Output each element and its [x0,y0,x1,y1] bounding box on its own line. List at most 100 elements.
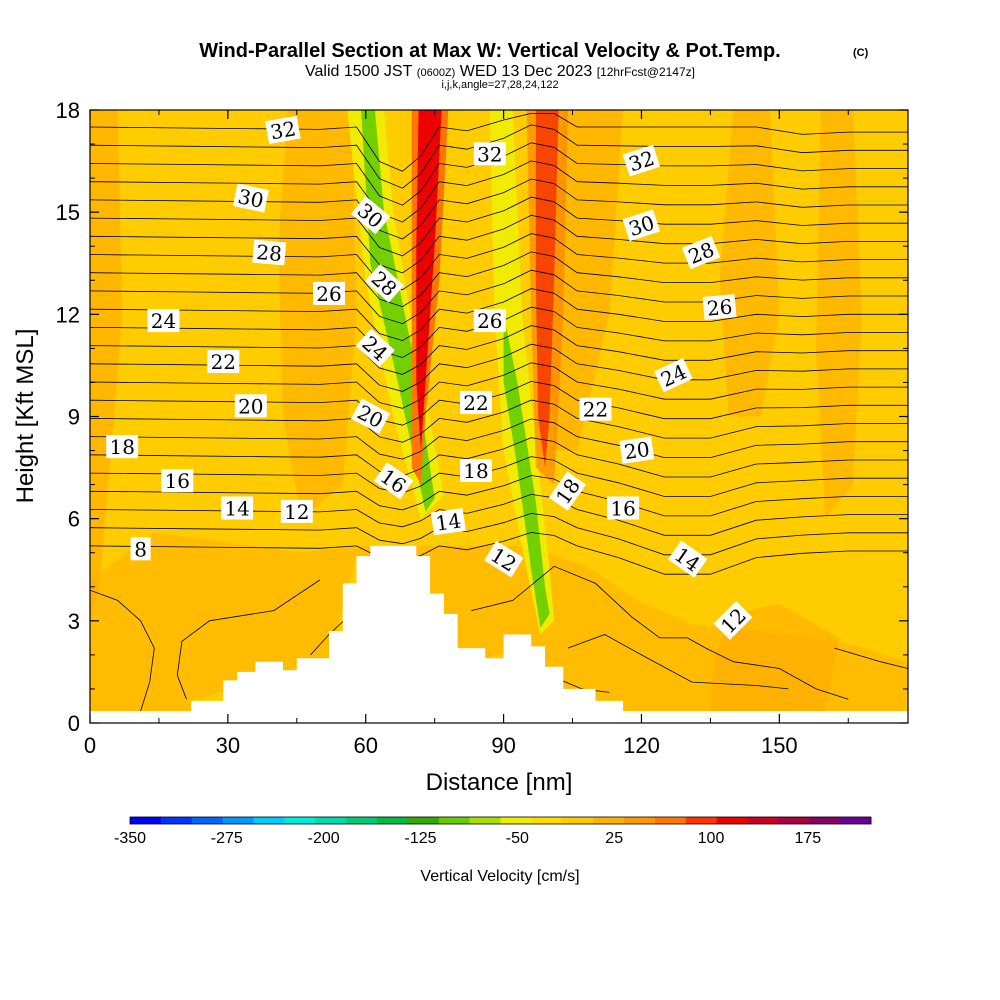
colorbar-tick-label: -50 [506,830,529,847]
colorbar-swatch [253,817,285,824]
contour-label: 32 [265,115,301,145]
colorbar-swatch [624,817,656,824]
theta-contour-line [90,399,908,443]
orange-column-left [90,110,123,621]
y-axis-label: Height [Kft MSL] [12,329,39,504]
colorbar: -350 -275 -200 -125 -50 25 100 175 [114,816,872,847]
contour-label-box [350,196,391,235]
colorbar-swatch [469,817,501,824]
contour-label: 26 [702,294,737,321]
colorbar-swatch [191,817,223,824]
contour-label: 20 [234,394,267,418]
colorbar-tick-label: 25 [605,830,623,847]
contour-label: 16 [607,496,640,521]
theta-contour-line [90,233,908,291]
contour-label-box [265,115,301,145]
x-tick-label: 120 [623,733,660,758]
green-downslope-band [503,314,550,628]
contour-label: 8 [130,537,151,561]
contour-label: 14 [221,496,254,521]
contour-label-box [484,540,524,578]
colorbar-swatch [284,817,316,824]
velocity-bands [90,110,908,712]
contour-label-box [221,496,254,520]
theta-contour-line [90,362,908,409]
colorbar-tick-label: -275 [211,830,243,847]
colorbar-swatch [562,817,594,824]
x-tick-label: 30 [216,733,240,758]
contour-label: 22 [579,397,612,422]
contour-label-box [313,281,345,305]
x-tick-label: 0 [84,733,96,758]
contour-label-box [654,357,693,393]
contour-label-text: 14 [434,508,463,535]
y-tick-label: 15 [56,200,80,225]
colorbar-swatch [593,817,625,824]
chart-subtitle-indices: i,j,k,angle=27,28,24,122 [441,79,558,91]
yellow-downslope-band [489,110,555,635]
theta-contour-line [90,325,908,375]
contour-label-text: 16 [610,497,635,521]
theta-contour-line [90,196,908,257]
contour-label-text: 22 [211,350,236,374]
contour-label-box [351,398,391,434]
orange-column-right3 [816,110,862,519]
contour-label-text: 8 [134,537,147,561]
contour-label-text: 26 [477,309,502,333]
contour-label-text: 16 [165,469,190,493]
colorbar-label: Vertical Velocity [cm/s] [420,868,579,885]
theta-contour-line [90,437,908,478]
contour-label: 26 [313,281,345,306]
theta-contour-line [90,512,908,556]
contour-label-box [619,436,655,464]
x-tick-label: 150 [761,733,798,758]
contour-label-text: 24 [151,309,176,333]
colorbar-swatch [407,817,440,824]
contour-label: 30 [232,183,269,213]
contour-label: 12 [280,499,313,524]
theta-contour-line [176,579,321,700]
theta-contour-line [90,124,908,189]
colorbar-swatch [222,817,254,824]
contour-label-box [579,397,612,421]
theta-contour-line [90,532,908,575]
contour-label-box [460,390,492,414]
colorbar-swatch [130,817,162,824]
theta-contour-line [90,160,908,223]
contour-label-text: 28 [255,240,282,266]
y-axis: 0 3 6 9 12 15 18 [56,98,908,736]
contour-label: 22 [460,390,492,415]
copyright-mark: (C) [853,47,869,59]
contour-label-box [430,507,466,536]
contour-label-text: 30 [236,184,266,213]
subtitle-forecast: [12hrFcst@2147z] [597,65,695,79]
contour-label-text: 18 [463,459,488,483]
contour-label-box [473,142,506,166]
contour-label-box [702,294,737,320]
contour-label-text: 32 [268,116,297,144]
contour-label-box [130,537,151,561]
subtitle-utc: (0600Z) [417,67,456,79]
contour-label-box [713,601,753,640]
colorbar-tick-label: 100 [698,830,725,847]
y-tick-label: 0 [68,711,80,736]
contour-label-box [232,183,269,213]
colorbar-tick-label: -200 [308,830,340,847]
theta-contour-line [90,380,908,426]
contour-label-box [252,239,287,266]
subtitle-date: WED 13 Dec 2023 [460,63,593,80]
theta-contour-line [90,113,908,172]
contour-label-box [106,435,139,459]
contour-label-box [548,471,587,511]
contour-label-text: 22 [583,398,608,422]
colorbar-swatch [778,817,810,824]
theta-contour-line [567,634,789,690]
subtitle-valid: Valid 1500 JST [305,63,413,80]
contour-label-box [234,394,267,418]
theta-contour-line [90,251,908,308]
y-tick-label: 6 [68,507,80,532]
colorbar-tick-label: 175 [794,830,821,847]
x-tick-label: 90 [491,733,515,758]
contour-label-box [161,469,194,493]
